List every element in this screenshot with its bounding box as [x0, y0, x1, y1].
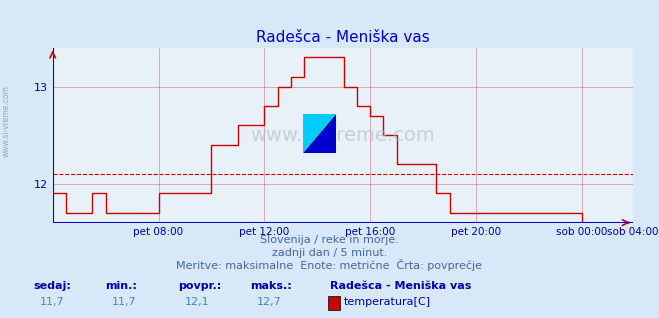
Text: Radešca - Meniška vas: Radešca - Meniška vas [330, 281, 471, 291]
Title: Radešca - Meniška vas: Radešca - Meniška vas [256, 30, 430, 45]
Polygon shape [303, 114, 336, 153]
Text: 11,7: 11,7 [40, 297, 64, 307]
Text: temperatura[C]: temperatura[C] [344, 297, 431, 307]
Text: 11,7: 11,7 [112, 297, 136, 307]
Text: Meritve: maksimalne  Enote: metrične  Črta: povprečje: Meritve: maksimalne Enote: metrične Črta… [177, 259, 482, 271]
Text: min.:: min.: [105, 281, 137, 291]
Text: 12,7: 12,7 [257, 297, 282, 307]
Text: maks.:: maks.: [250, 281, 292, 291]
FancyBboxPatch shape [293, 103, 346, 164]
Text: www.si-vreme.com: www.si-vreme.com [250, 126, 435, 145]
Text: 12,1: 12,1 [185, 297, 209, 307]
Text: Slovenija / reke in morje.: Slovenija / reke in morje. [260, 235, 399, 245]
Text: povpr.:: povpr.: [178, 281, 221, 291]
Polygon shape [303, 114, 336, 153]
Text: sedaj:: sedaj: [33, 281, 71, 291]
Text: zadnji dan / 5 minut.: zadnji dan / 5 minut. [272, 248, 387, 258]
Text: www.si-vreme.com: www.si-vreme.com [2, 85, 11, 157]
